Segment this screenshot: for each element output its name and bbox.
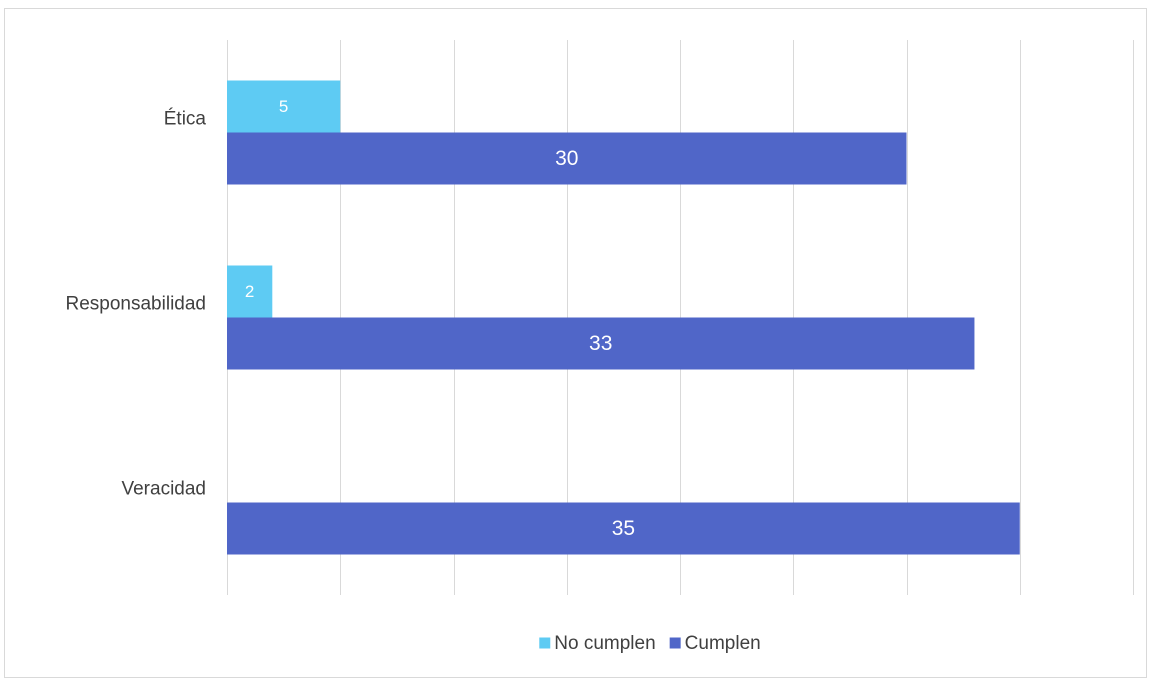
bar-no-cumplen[interactable]	[227, 265, 273, 318]
data-label: 35	[612, 517, 635, 540]
data-label: 30	[555, 147, 578, 170]
data-label: 5	[279, 97, 288, 116]
bar-cumplen[interactable]	[227, 502, 1020, 555]
data-label: 33	[589, 332, 612, 355]
data-label: 2	[245, 282, 254, 301]
bar-no-cumplen[interactable]	[227, 80, 341, 133]
category-label: Ética	[164, 109, 207, 130]
category-label: Veracidad	[121, 479, 206, 500]
legend-swatch	[539, 637, 551, 649]
bar-cumplen[interactable]	[227, 317, 975, 370]
legend-label: Cumplen	[685, 633, 761, 654]
legend-swatch	[669, 637, 681, 649]
category-label: Responsabilidad	[66, 294, 207, 315]
legend-label: No cumplen	[554, 633, 655, 654]
bar-cumplen[interactable]	[227, 132, 907, 185]
